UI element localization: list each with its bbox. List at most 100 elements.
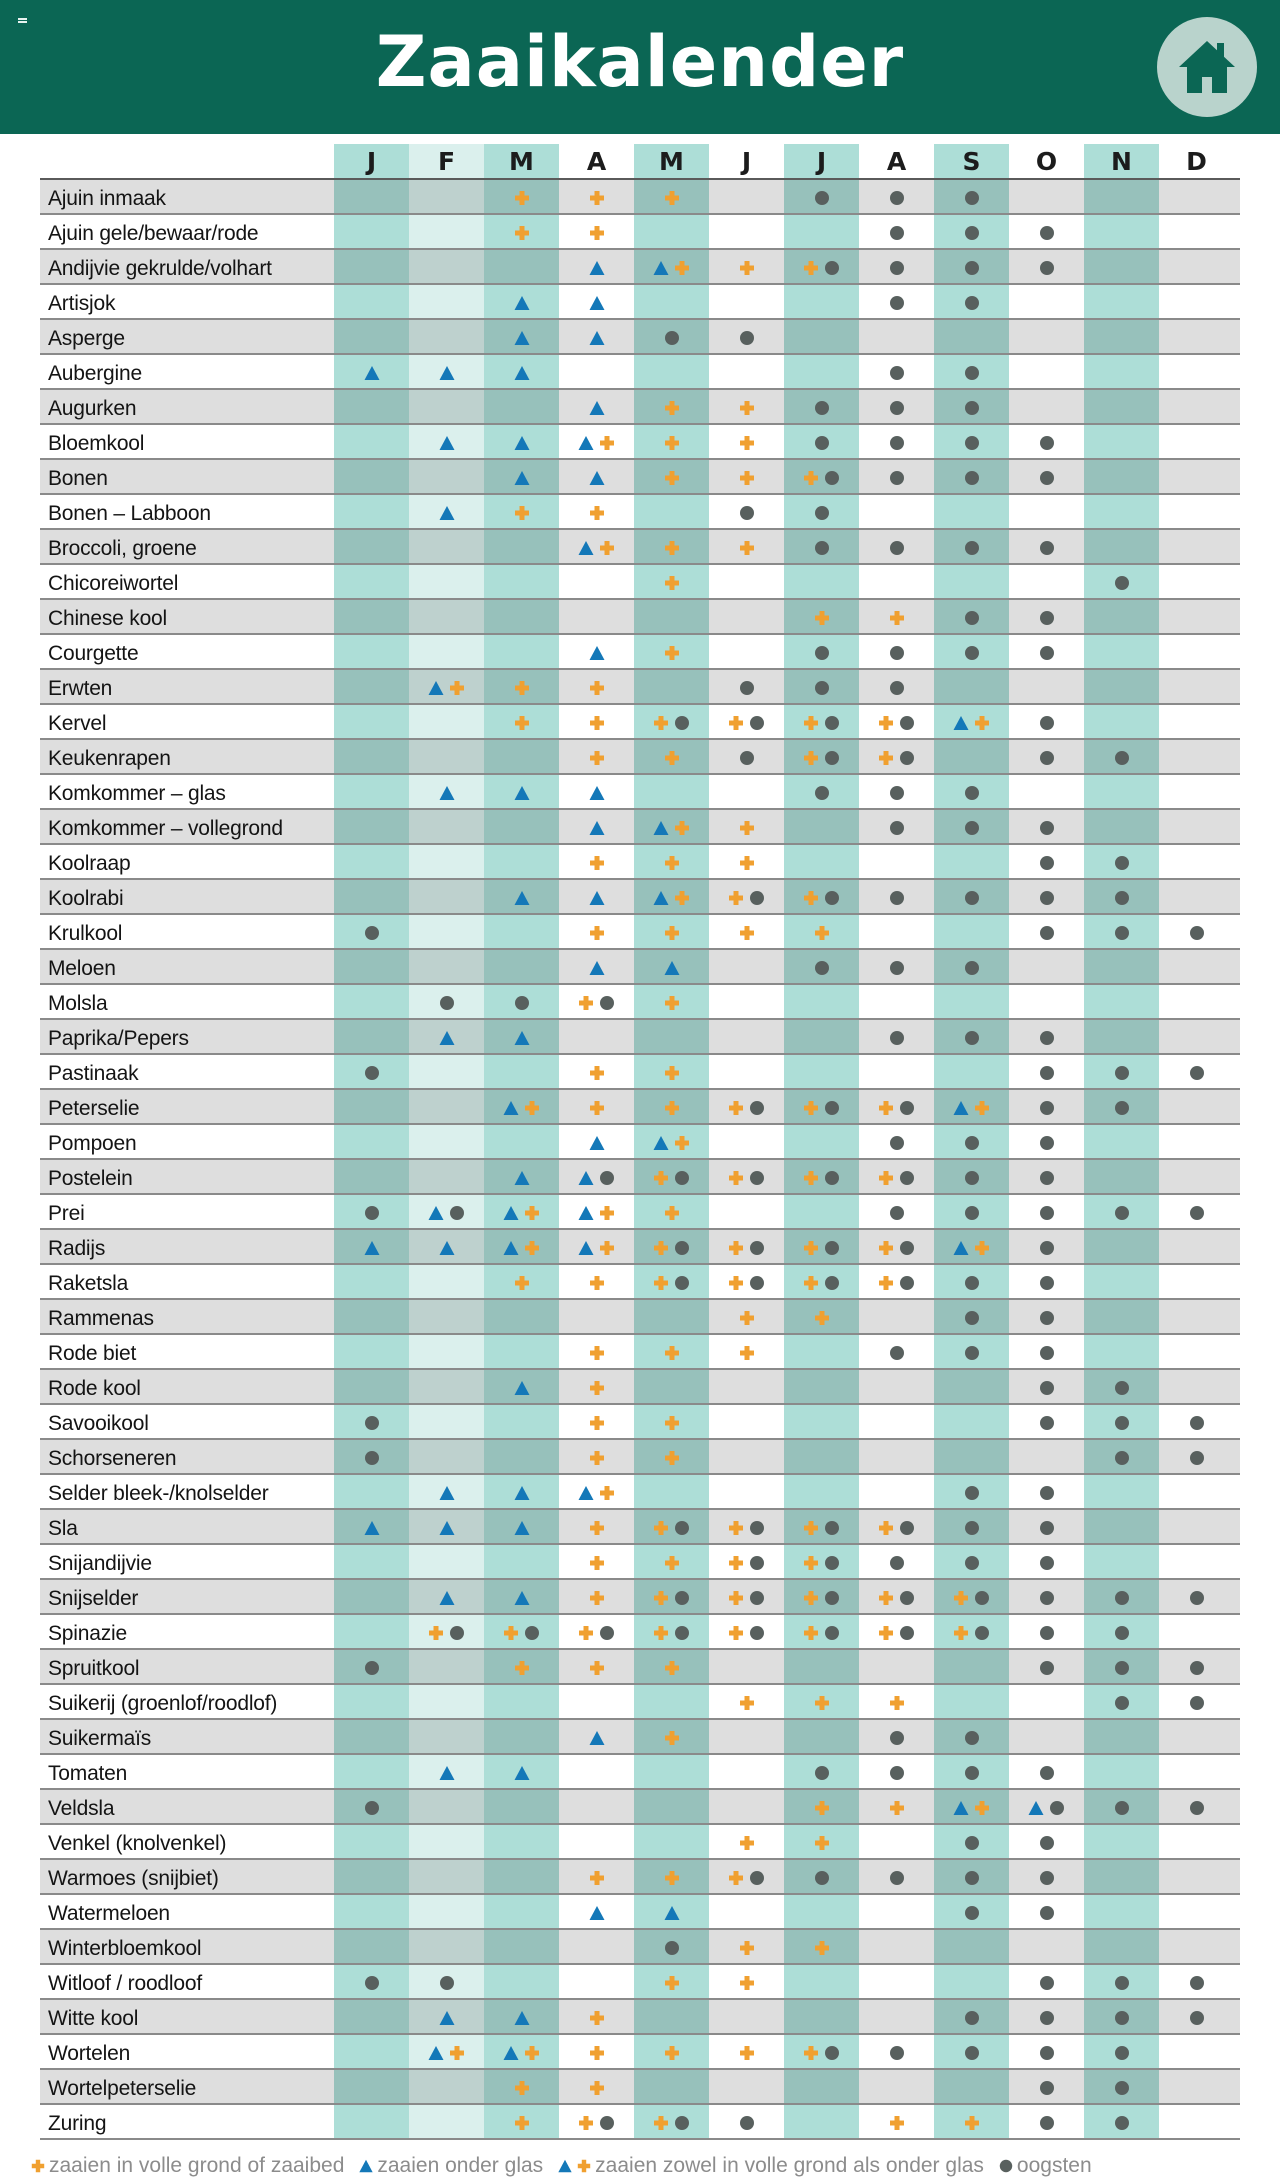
month-cell	[559, 810, 634, 845]
plus-icon	[589, 750, 604, 765]
plus-icon	[804, 470, 818, 485]
dot-icon	[889, 785, 904, 800]
month-cell	[409, 1615, 484, 1650]
month-cell	[634, 1895, 709, 1930]
month-cell	[1084, 810, 1159, 845]
row-divider	[40, 878, 1240, 880]
plus-icon	[739, 435, 754, 450]
month-cell	[784, 1650, 859, 1685]
month-cell	[1084, 1440, 1159, 1475]
month-cell	[634, 1055, 709, 1090]
plus-icon	[429, 1625, 443, 1640]
month-cell	[634, 2035, 709, 2070]
month-cell	[934, 1825, 1009, 1860]
plus-icon	[975, 1240, 989, 1255]
home-button[interactable]	[1157, 17, 1257, 117]
crop-name: Wortelpeterselie	[48, 2077, 197, 2100]
plus-icon	[804, 260, 818, 275]
month-cell	[709, 845, 784, 880]
month-cell	[784, 705, 859, 740]
plus-icon	[664, 1975, 679, 1990]
month-cell	[709, 1335, 784, 1370]
month-cell	[1159, 950, 1234, 985]
dot-icon	[964, 785, 979, 800]
row-divider	[40, 703, 1240, 705]
table-row: Broccoli, groene	[40, 530, 1240, 565]
month-cell	[559, 2000, 634, 2035]
dot-icon	[1039, 1520, 1054, 1535]
crop-name: Molsla	[48, 992, 108, 1015]
dot-icon	[1114, 1590, 1129, 1605]
month-cell	[1159, 250, 1234, 285]
dot-icon	[889, 435, 904, 450]
dot-icon	[975, 1590, 989, 1605]
dot-icon	[964, 960, 979, 975]
plus-icon	[814, 1800, 829, 1815]
plus-icon	[664, 400, 679, 415]
month-cell	[559, 1685, 634, 1720]
month-cell	[484, 775, 559, 810]
month-cell	[1084, 2035, 1159, 2070]
month-cell	[784, 1790, 859, 1825]
menu-icon[interactable]	[18, 18, 27, 25]
dot-icon	[889, 540, 904, 555]
crop-name: Paprika/Pepers	[48, 1027, 189, 1050]
month-cell	[784, 1335, 859, 1370]
month-cell	[484, 320, 559, 355]
dot-icon	[999, 2159, 1013, 2173]
triangle-icon	[589, 1730, 604, 1745]
month-cell	[409, 1055, 484, 1090]
plus-icon	[739, 1695, 754, 1710]
month-cell	[484, 1895, 559, 1930]
plus-icon	[589, 715, 604, 730]
month-column-bg	[409, 144, 484, 2140]
month-cell	[1009, 1650, 1084, 1685]
month-cell	[934, 215, 1009, 250]
month-cell	[334, 1685, 409, 1720]
plus-icon	[804, 1240, 818, 1255]
plus-icon	[664, 1415, 679, 1430]
dot-icon	[1114, 1065, 1129, 1080]
month-cell	[784, 565, 859, 600]
month-cell	[1009, 1895, 1084, 1930]
plus-icon	[589, 1450, 604, 1465]
triangle-icon	[514, 295, 529, 310]
month-cell	[1084, 1650, 1159, 1685]
plus-icon	[814, 925, 829, 940]
plus-icon	[514, 190, 529, 205]
month-cell	[1009, 1160, 1084, 1195]
crop-name: Komkommer – vollegrond	[48, 817, 283, 840]
table-row: Suikermaïs	[40, 1720, 1240, 1755]
month-cell	[709, 1895, 784, 1930]
month-cell	[634, 1790, 709, 1825]
month-cell	[409, 600, 484, 635]
table-row: Chinese kool	[40, 600, 1240, 635]
plus-icon	[664, 575, 679, 590]
month-cell	[484, 250, 559, 285]
dot-icon	[889, 400, 904, 415]
month-cell	[1084, 1545, 1159, 1580]
dot-icon	[1189, 1975, 1204, 1990]
dot-icon	[750, 1555, 764, 1570]
row-divider	[40, 1788, 1240, 1790]
month-cell	[709, 1230, 784, 1265]
dot-icon	[964, 190, 979, 205]
dot-icon	[1189, 1065, 1204, 1080]
month-cell	[784, 775, 859, 810]
month-cell	[859, 880, 934, 915]
row-divider	[40, 1928, 1240, 1930]
month-cell	[409, 390, 484, 425]
month-cell	[859, 1020, 934, 1055]
dot-icon	[364, 1800, 379, 1815]
month-cell	[409, 250, 484, 285]
dot-icon	[900, 1240, 914, 1255]
month-cell	[484, 1580, 559, 1615]
month-cell	[1159, 1720, 1234, 1755]
month-cell	[784, 1965, 859, 2000]
dot-icon	[814, 960, 829, 975]
month-cell	[484, 1860, 559, 1895]
month-cell	[1159, 1825, 1234, 1860]
home-icon	[1179, 41, 1235, 93]
dot-icon	[1050, 1800, 1064, 1815]
dot-icon	[675, 2115, 689, 2130]
